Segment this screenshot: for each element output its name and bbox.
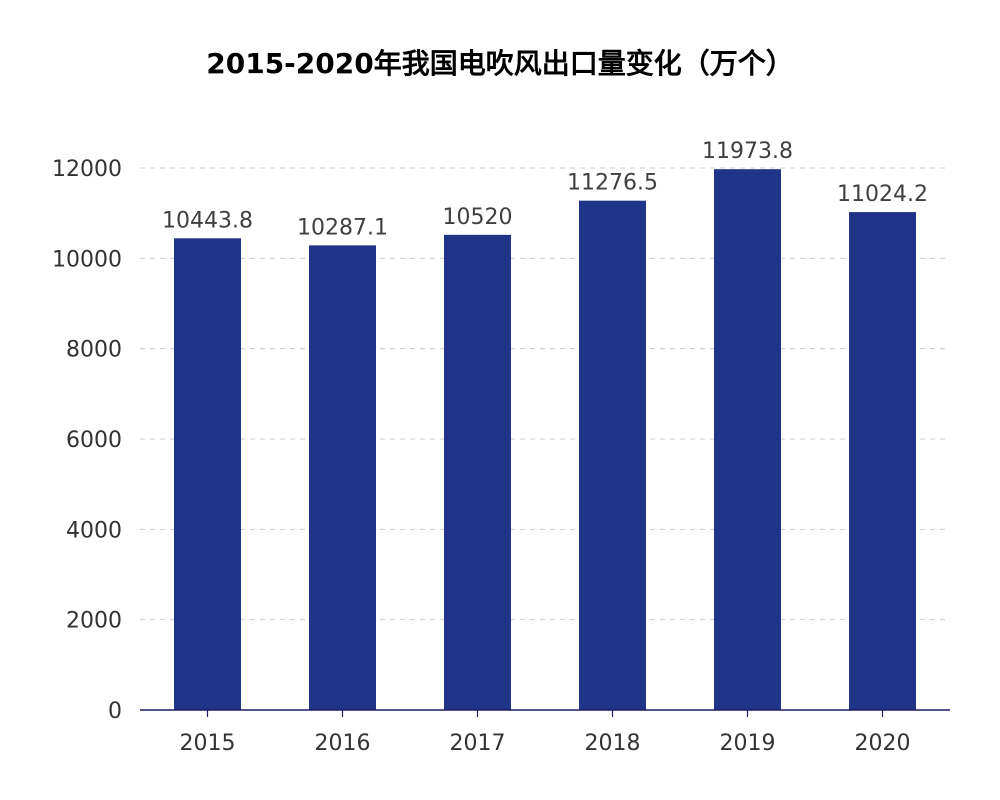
bar: [174, 238, 241, 710]
x-tick-label: 2017: [450, 731, 506, 756]
bar: [714, 169, 781, 711]
y-tick-label: 8000: [66, 338, 122, 363]
y-tick-label: 10000: [52, 247, 122, 272]
x-tick-label: 2016: [315, 731, 371, 756]
chart-title: 2015-2020年我国电吹风出口量变化（万个）: [206, 47, 794, 80]
data-label: 11024.2: [837, 182, 928, 207]
bar: [444, 234, 511, 710]
y-tick-label: 6000: [66, 428, 122, 453]
y-tick-label: 0: [108, 699, 122, 724]
bar: [849, 212, 916, 710]
data-label: 10287.1: [297, 215, 388, 240]
x-tick-label: 2018: [585, 731, 641, 756]
y-tick-label: 4000: [66, 518, 122, 543]
x-tick-label: 2015: [180, 731, 236, 756]
bar: [579, 200, 646, 710]
data-label: 10443.8: [162, 208, 253, 233]
bar: [309, 245, 376, 711]
data-label: 11973.8: [702, 139, 793, 164]
x-tick-label: 2020: [855, 731, 911, 756]
x-tick-label: 2019: [720, 731, 776, 756]
y-tick-label: 12000: [52, 157, 122, 182]
y-tick-label: 2000: [66, 609, 122, 634]
data-label: 11276.5: [567, 171, 658, 196]
data-label: 10520: [443, 205, 513, 230]
